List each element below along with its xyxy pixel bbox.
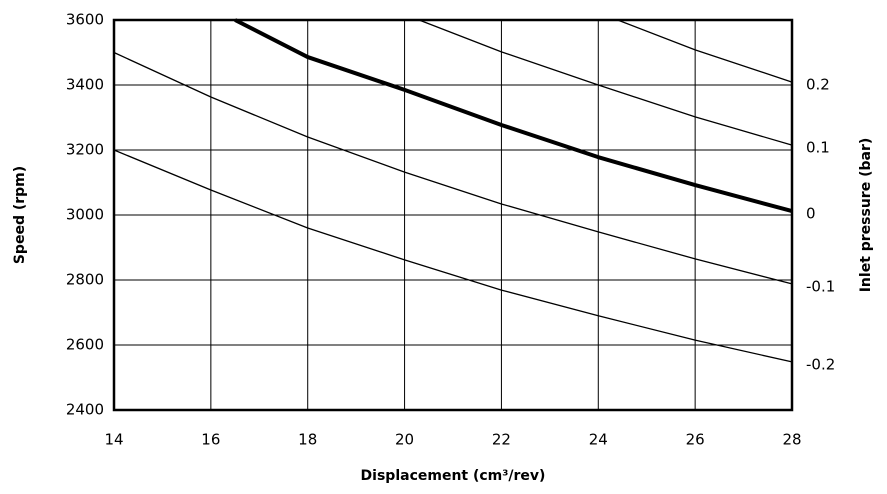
curve-label: 0.2 xyxy=(806,76,830,94)
y-tick-label: 3200 xyxy=(66,141,104,159)
curve xyxy=(113,149,793,363)
x-tick-label: 26 xyxy=(686,431,705,449)
curve-label: 0.1 xyxy=(806,139,830,157)
x-tick-label: 14 xyxy=(104,431,123,449)
curve xyxy=(113,51,793,285)
y-axis-title: Speed (rpm) xyxy=(12,166,28,264)
y-tick-label: 2400 xyxy=(66,401,104,419)
curve-label: -0.2 xyxy=(806,355,835,373)
curve xyxy=(617,19,793,83)
y-tick-label: 3000 xyxy=(66,206,104,224)
x-tick-label: 16 xyxy=(201,431,220,449)
y-tick-label: 3400 xyxy=(66,76,104,94)
x-tick-label: 20 xyxy=(395,431,414,449)
curve-label: 0 xyxy=(806,205,816,223)
y-tick-label: 2800 xyxy=(66,271,104,289)
curve xyxy=(418,19,793,146)
y-tick-label: 3600 xyxy=(66,11,104,29)
y2-axis-title: Inlet pressure (bar) xyxy=(858,138,874,293)
y-tick-label: 2600 xyxy=(66,336,104,354)
curve xyxy=(234,18,793,214)
x-tick-label: 28 xyxy=(782,431,801,449)
x-tick-label: 18 xyxy=(298,431,317,449)
plot-border xyxy=(112,18,794,412)
x-tick-label: 24 xyxy=(589,431,608,449)
x-axis-title: Displacement (cm³/rev) xyxy=(361,468,546,484)
x-tick-label: 22 xyxy=(492,431,511,449)
curve-label: -0.1 xyxy=(806,277,835,295)
